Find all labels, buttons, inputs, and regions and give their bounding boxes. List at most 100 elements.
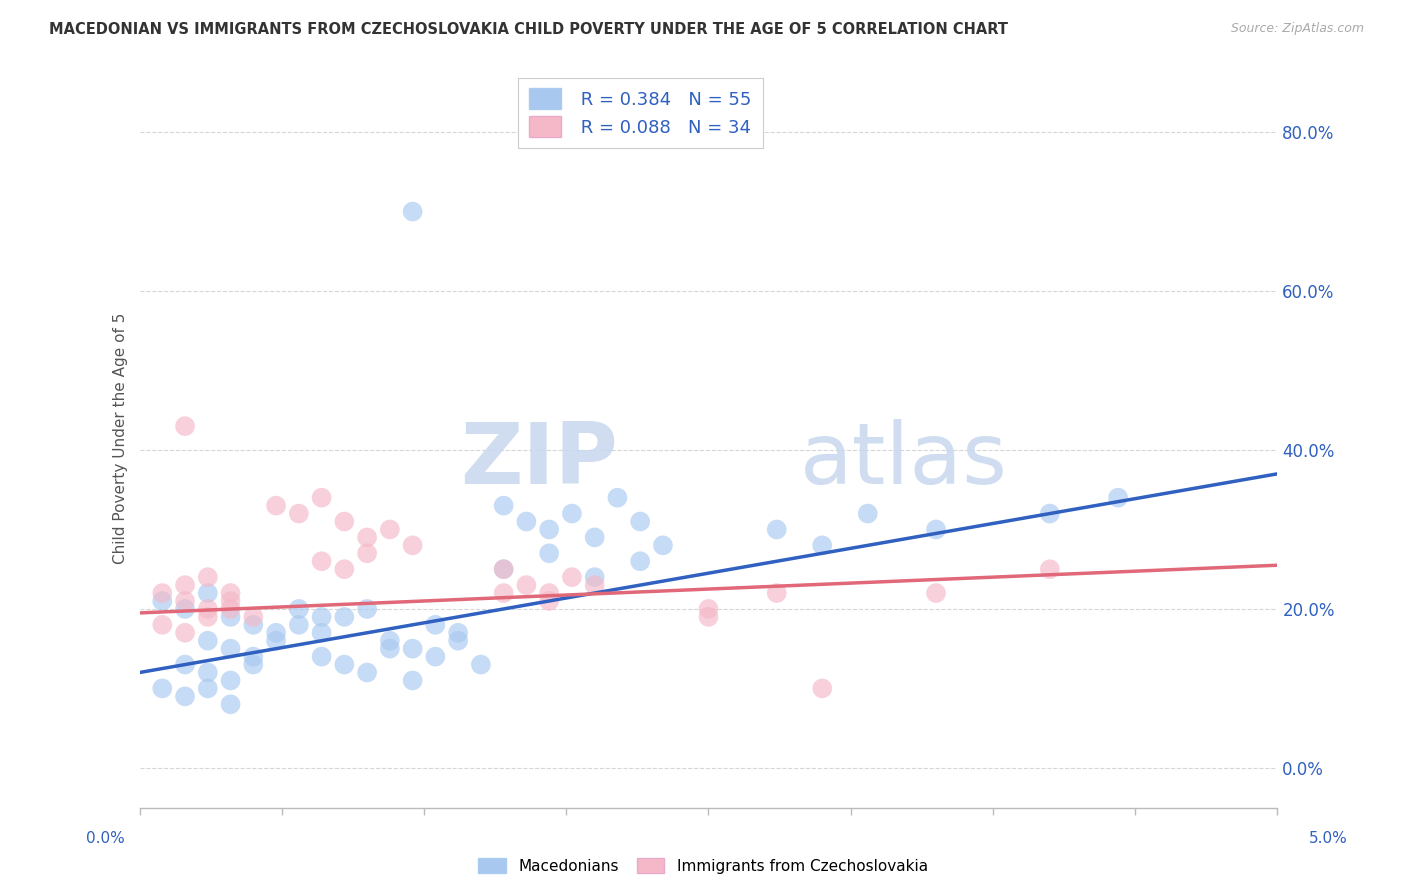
- Point: [1039, 507, 1062, 521]
- Point: [628, 515, 651, 529]
- Point: [333, 657, 356, 672]
- Point: [378, 523, 401, 537]
- Point: [515, 515, 537, 529]
- Point: [925, 523, 948, 537]
- Point: [811, 538, 834, 552]
- Text: 5.0%: 5.0%: [1309, 831, 1348, 846]
- Point: [174, 602, 197, 616]
- Point: [333, 515, 356, 529]
- Point: [765, 586, 787, 600]
- Point: [150, 681, 173, 696]
- Point: [470, 657, 492, 672]
- Point: [583, 578, 606, 592]
- Point: [1107, 491, 1129, 505]
- Point: [242, 649, 264, 664]
- Point: [515, 578, 537, 592]
- Legend:  R = 0.384   N = 55,  R = 0.088   N = 34: R = 0.384 N = 55, R = 0.088 N = 34: [517, 78, 762, 148]
- Point: [311, 625, 333, 640]
- Point: [652, 538, 675, 552]
- Point: [538, 523, 561, 537]
- Point: [401, 673, 423, 688]
- Text: MACEDONIAN VS IMMIGRANTS FROM CZECHOSLOVAKIA CHILD POVERTY UNDER THE AGE OF 5 CO: MACEDONIAN VS IMMIGRANTS FROM CZECHOSLOV…: [49, 22, 1008, 37]
- Point: [697, 602, 720, 616]
- Point: [174, 419, 197, 434]
- Point: [311, 610, 333, 624]
- Point: [447, 625, 470, 640]
- Point: [150, 594, 173, 608]
- Text: atlas: atlas: [800, 418, 1008, 501]
- Point: [538, 594, 561, 608]
- Point: [174, 594, 197, 608]
- Point: [583, 570, 606, 584]
- Point: [538, 586, 561, 600]
- Point: [150, 617, 173, 632]
- Point: [856, 507, 879, 521]
- Text: Source: ZipAtlas.com: Source: ZipAtlas.com: [1230, 22, 1364, 36]
- Point: [425, 649, 447, 664]
- Point: [288, 602, 311, 616]
- Point: [242, 610, 264, 624]
- Point: [492, 586, 515, 600]
- Text: ZIP: ZIP: [460, 418, 617, 501]
- Point: [288, 507, 311, 521]
- Point: [219, 610, 242, 624]
- Point: [492, 562, 515, 576]
- Point: [197, 570, 219, 584]
- Point: [197, 610, 219, 624]
- Point: [401, 641, 423, 656]
- Point: [219, 641, 242, 656]
- Point: [197, 633, 219, 648]
- Point: [697, 610, 720, 624]
- Point: [765, 523, 787, 537]
- Point: [197, 665, 219, 680]
- Point: [356, 546, 378, 560]
- Point: [174, 625, 197, 640]
- Point: [288, 617, 311, 632]
- Point: [356, 602, 378, 616]
- Point: [219, 586, 242, 600]
- Point: [311, 554, 333, 568]
- Point: [561, 507, 583, 521]
- Point: [356, 665, 378, 680]
- Point: [378, 633, 401, 648]
- Point: [538, 546, 561, 560]
- Point: [242, 657, 264, 672]
- Point: [447, 633, 470, 648]
- Point: [174, 657, 197, 672]
- Point: [219, 602, 242, 616]
- Point: [311, 491, 333, 505]
- Legend: Macedonians, Immigrants from Czechoslovakia: Macedonians, Immigrants from Czechoslova…: [472, 852, 934, 880]
- Point: [264, 625, 287, 640]
- Point: [333, 562, 356, 576]
- Point: [925, 586, 948, 600]
- Point: [628, 554, 651, 568]
- Point: [264, 633, 287, 648]
- Point: [174, 578, 197, 592]
- Point: [264, 499, 287, 513]
- Point: [425, 617, 447, 632]
- Point: [333, 610, 356, 624]
- Point: [197, 681, 219, 696]
- Point: [197, 586, 219, 600]
- Point: [492, 562, 515, 576]
- Point: [174, 690, 197, 704]
- Point: [219, 698, 242, 712]
- Point: [561, 570, 583, 584]
- Point: [197, 602, 219, 616]
- Point: [583, 530, 606, 544]
- Point: [150, 586, 173, 600]
- Point: [401, 538, 423, 552]
- Point: [606, 491, 628, 505]
- Point: [311, 649, 333, 664]
- Point: [1039, 562, 1062, 576]
- Point: [242, 617, 264, 632]
- Point: [378, 641, 401, 656]
- Point: [356, 530, 378, 544]
- Point: [492, 499, 515, 513]
- Text: 0.0%: 0.0%: [86, 831, 125, 846]
- Y-axis label: Child Poverty Under the Age of 5: Child Poverty Under the Age of 5: [114, 312, 128, 564]
- Point: [401, 204, 423, 219]
- Point: [219, 673, 242, 688]
- Point: [811, 681, 834, 696]
- Point: [219, 594, 242, 608]
